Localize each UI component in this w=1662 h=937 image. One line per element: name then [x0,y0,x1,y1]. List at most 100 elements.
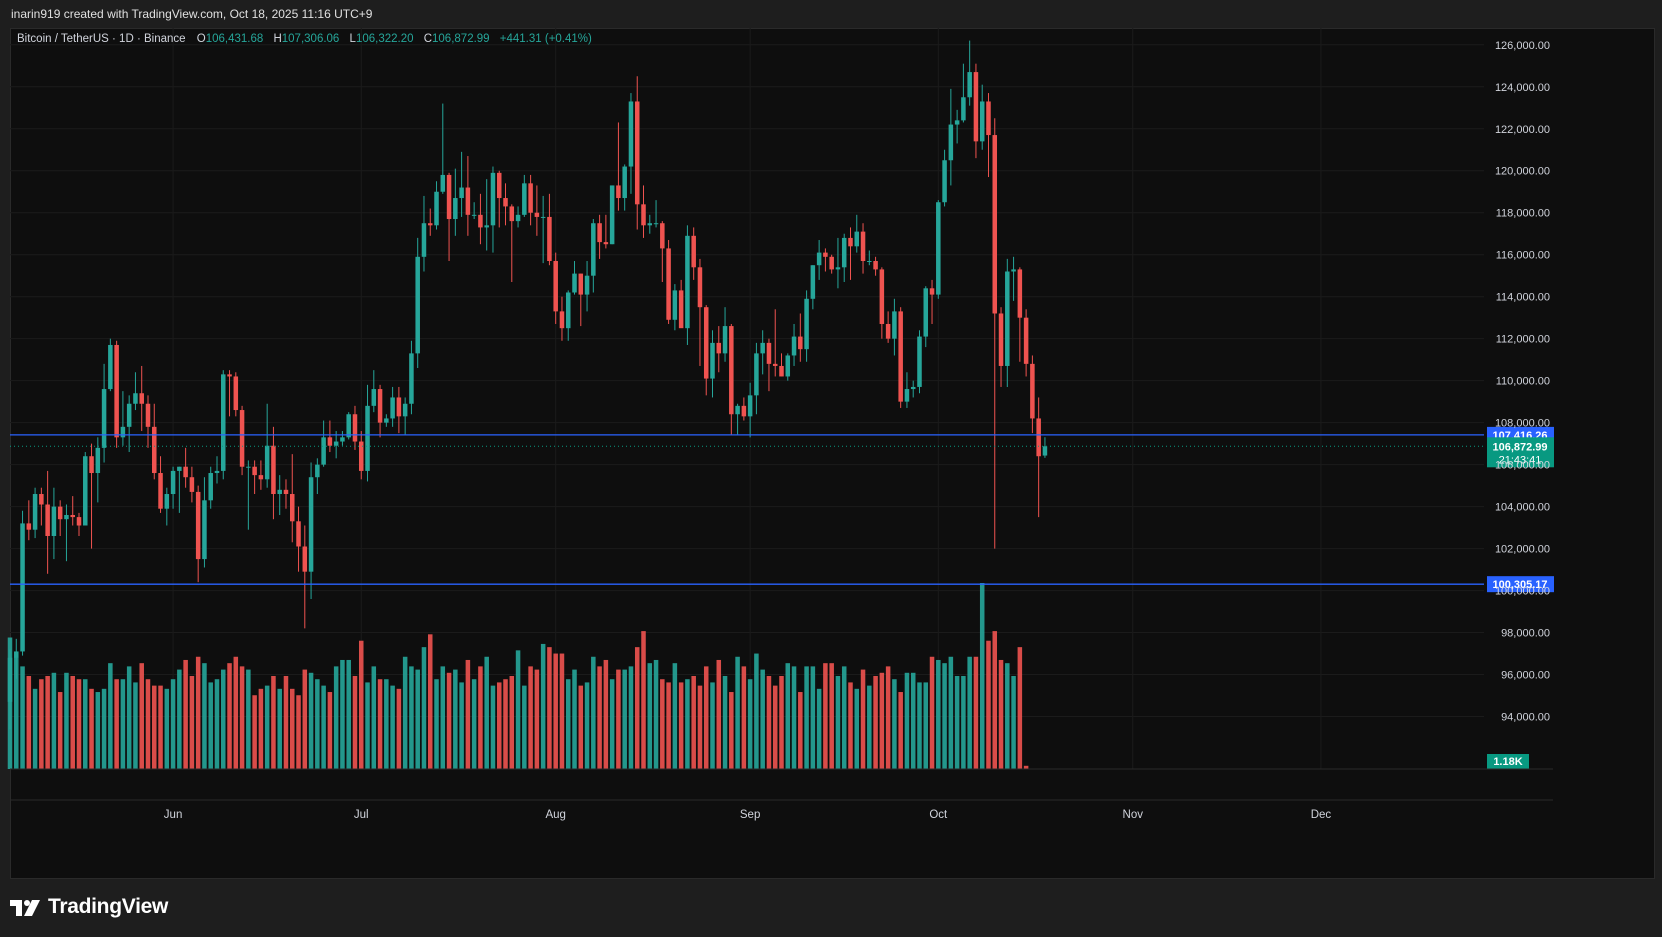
candle-body [578,273,584,295]
candle-body [791,336,797,356]
volume-bar [277,688,282,769]
volume-bar [221,669,226,769]
volume-bar [854,688,860,769]
candle-body [917,336,922,387]
x-tick-label: Oct [929,809,948,821]
volume-bar [427,634,433,769]
volume-bar [509,676,515,769]
horizontal-levels[interactable]: 107,416.26100,305.17106,872.9921:43:411.… [10,426,1554,769]
volume-bar [540,643,546,769]
candle-body [214,470,220,474]
volume-bar [967,656,972,769]
candle-body [1036,418,1041,457]
volume-bar [798,692,803,769]
ohlc-legend: Bitcoin / TetherUS · 1D · Binance O106,4… [17,33,599,45]
close-label: C [423,33,433,45]
candle-body [848,237,853,247]
volume-bar [616,669,621,769]
y-tick-label: 118,000.00 [1496,208,1550,220]
candle-body [496,172,502,199]
symbol-title[interactable]: Bitcoin / TetherUS · 1D · Binance [17,33,186,45]
x-tick-label: Nov [1123,809,1144,821]
low-value: 106,322.20 [355,33,414,45]
candle-body [271,445,276,495]
candle-body [139,393,144,404]
volume-bar [597,666,602,769]
volume-bar [114,679,119,769]
candle-body [540,216,546,218]
volume-bar [584,682,590,769]
candle-body [553,261,558,312]
volume-bar [170,679,176,769]
volume-bar [766,676,772,769]
candle-body [660,223,665,249]
candle-body [967,72,972,98]
volume-bar [1011,676,1016,769]
volume-bar [522,685,527,769]
volume-bar [936,659,941,769]
volume-bar [327,692,333,769]
volume-bar [867,685,872,769]
candle-body [854,231,860,247]
candle-body [804,298,809,350]
volume-bar [315,679,320,769]
volume-bar [396,688,402,769]
candle-body [979,101,985,142]
candle-body [503,198,508,207]
volume-bar [998,659,1004,769]
volume-bar [365,682,370,769]
candle-body [622,166,627,199]
volume-bar [302,669,308,769]
candle-body [246,466,251,468]
volume-bar [183,659,188,769]
y-tick-label: 108,000.00 [1495,418,1550,430]
volume-bar [283,676,289,769]
candle-body [352,414,358,442]
candle-body [716,342,722,354]
candle-body [57,506,63,520]
volume-bar [321,685,326,769]
candle-body [710,342,715,379]
candle-body [641,204,646,226]
candle-body [691,235,696,268]
volume-bar [57,692,63,769]
candle-body [427,223,433,226]
volume-bar [553,653,558,769]
candle-body [565,292,571,329]
volume-bar [961,676,966,769]
candle-body [929,288,935,295]
candle-body [936,202,941,295]
x-tick-label: Sep [740,809,760,821]
volume-bar [685,679,690,769]
tradingview-logo-icon [10,900,40,916]
volume-bar [973,656,979,769]
candle-body [816,252,822,266]
volume-bar [691,676,696,769]
candle-body [923,288,929,337]
candle-body [264,445,270,480]
candle-body [591,223,596,276]
volume-bar [992,631,998,769]
candle-body [841,237,847,268]
candle-body [986,101,991,136]
candle-body [973,72,979,142]
candle-body [1023,317,1029,364]
candle-body [1005,271,1010,366]
candle-body [409,353,414,404]
volume-bar [64,672,69,769]
candle-body [421,223,427,257]
volume-bar [785,663,791,769]
axes[interactable]: 94,000.00 96,000.00 98,000.00 100,000.00 102… [10,40,1553,821]
volume-bar [45,676,50,769]
candle-body [484,225,489,228]
candle-body [559,311,565,329]
volume-bar [214,679,220,769]
y-tick-label: 126,000.00 [1495,40,1550,52]
candle-body [766,342,772,364]
candle-body [289,494,295,522]
volume-histogram [7,583,1029,769]
candle-body [183,466,188,478]
candle-body [741,405,747,417]
volume-bar [296,695,301,769]
